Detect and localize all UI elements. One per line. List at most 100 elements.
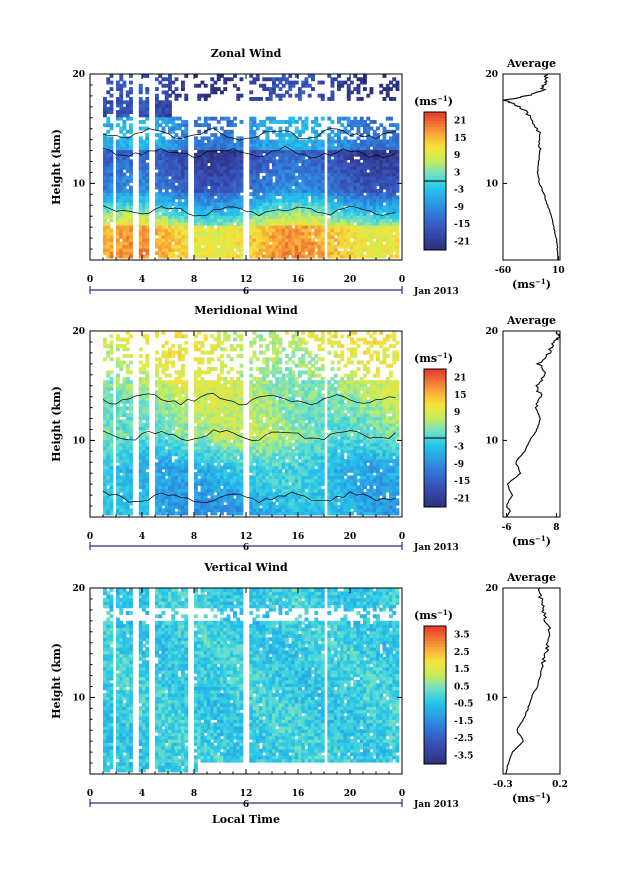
heat-cell [340,202,345,206]
heat-cell [164,485,169,490]
heat-cell [291,195,296,200]
heat-cell [220,254,224,259]
heat-cell [346,231,351,236]
heat-cell [207,221,211,226]
heat-cell [395,165,400,170]
heat-cell [311,146,315,151]
heat-cell [161,396,166,401]
heat-cell [174,159,179,164]
heat-cell [320,228,325,233]
heat-cell [298,254,302,259]
heat-cell [164,251,169,256]
heat-cell [174,165,179,170]
heat-cell [220,126,224,131]
heat-cell [194,244,198,249]
heat-cell [122,452,127,457]
heat-cell [288,248,293,252]
heat-cell [298,241,302,246]
heat-cell [359,234,364,239]
heat-cell [171,452,176,457]
heat-cell [337,192,341,197]
heat-cell [291,238,296,242]
heat-cell [268,182,273,187]
heat-cell [161,331,166,335]
heat-cell [379,211,384,216]
heat-cell [213,452,218,457]
heat-cell [125,508,130,513]
heat-cell [177,192,182,197]
heat-cell [109,452,114,457]
heat-cell [164,488,169,493]
heat-cell [229,175,234,180]
heat-cell [216,452,221,457]
heat-cell [158,409,163,414]
heat-cell [116,218,120,223]
heat-cell [142,205,146,210]
heat-cell [216,234,221,239]
heat-cell [138,406,143,411]
heat-cell [197,501,202,506]
heat-cell [129,251,133,256]
heat-cell [229,211,234,216]
heat-cell [285,80,289,85]
heat-cell [103,459,107,463]
heat-cell [330,149,335,154]
heat-cell [395,175,400,180]
heat-cell [210,511,215,516]
heat-cell [171,136,176,141]
heat-cell [278,198,283,203]
heat-cell [119,436,124,440]
heat-cell [330,195,335,200]
heat-cell [213,390,218,394]
heat-cell [392,254,397,259]
heat-cell [259,188,263,193]
heat-cell [223,475,228,480]
heat-cell [268,77,273,82]
heat-cell [392,221,397,226]
heat-cell [181,146,185,151]
heat-cell [216,198,221,203]
heat-cell [116,409,120,414]
heat-cell [122,234,127,239]
heat-cell [109,370,114,375]
heat-cell [138,202,143,206]
heat-cell [103,162,107,167]
heat-cell [158,429,163,434]
heat-cell [337,225,341,229]
heat-cell [298,192,302,197]
heat-cell [382,251,387,256]
heat-cell [275,238,280,242]
heat-cell [281,195,286,200]
heat-cell [216,399,221,404]
heat-cell [109,478,114,483]
heat-cell [171,488,176,493]
colorbar-swatch [424,135,446,139]
heat-cell [155,152,159,157]
heat-cell [285,225,289,229]
heat-cell [372,205,377,210]
heat-cell [288,192,293,197]
heat-cell [382,185,387,190]
heat-cell [158,231,163,236]
heat-cell [291,169,296,174]
heat-cell [249,159,254,164]
heat-cell [181,234,185,239]
heat-cell [122,205,127,210]
heat-cell [320,146,325,151]
heat-cell [174,185,179,190]
heat-cell [181,445,185,450]
heat-cell [138,409,143,414]
heat-cell [333,251,338,256]
heat-cell [158,465,163,470]
heat-cell [220,459,224,463]
heat-cell [129,399,133,404]
heat-cell [317,80,322,85]
heat-cell [346,146,351,151]
heat-cell [158,234,163,239]
heat-cell [320,215,325,219]
heat-cell [125,231,130,236]
heat-cell [340,238,345,242]
heat-cell [249,228,254,233]
heat-cell [122,413,127,417]
heat-cell [382,139,387,144]
